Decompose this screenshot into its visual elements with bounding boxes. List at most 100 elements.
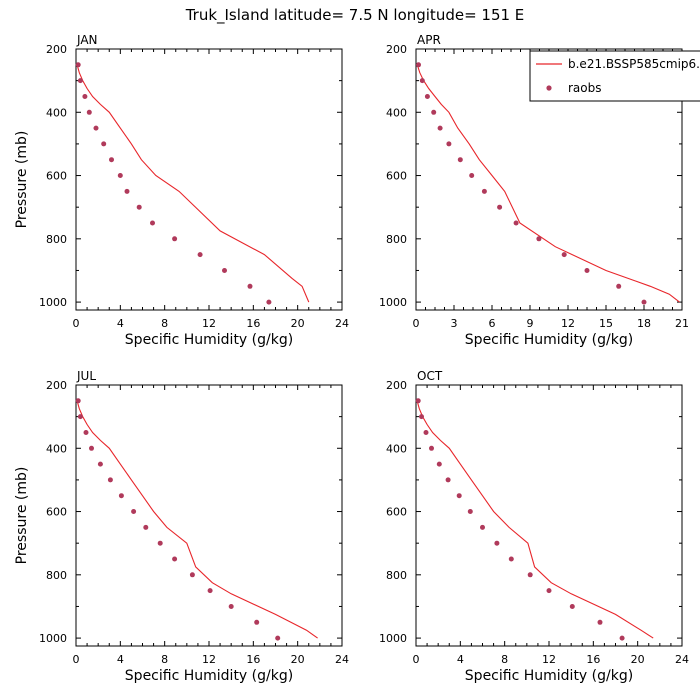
obs-point [456, 493, 462, 499]
obs-point [436, 461, 442, 467]
y-tick-label: 200 [386, 379, 407, 392]
obs-point [86, 109, 92, 115]
y-tick-label: 600 [46, 506, 67, 519]
x-tick-label: 4 [457, 653, 464, 666]
x-tick-label: 3 [451, 317, 458, 330]
panel-jan: JAN 0 4 8 12 16 20 24 200 400 600 800 1000 Specific H… [14, 33, 349, 348]
obs-point [222, 268, 227, 273]
y-axis-label: Pressure (mb) [14, 467, 30, 565]
obs-point [469, 173, 475, 178]
obs-point [546, 588, 552, 594]
y-axis-label: Pressure (mb) [14, 131, 30, 229]
obs-point [561, 252, 567, 258]
obs-point [641, 299, 647, 305]
y-tick-label: 200 [46, 379, 67, 392]
legend-obs-label: raobs [568, 81, 602, 95]
plot-frame-jul [75, 384, 343, 647]
y-tick-label: 400 [386, 442, 407, 455]
series-line-model [76, 400, 318, 639]
x-tick-label: 8 [161, 653, 168, 666]
series-line-model [416, 400, 654, 639]
x-tick-label: 20 [631, 653, 645, 666]
plot-frame-oct [415, 384, 683, 647]
obs-point [416, 62, 421, 68]
y-tick-label: 1000 [379, 632, 407, 645]
obs-point [481, 188, 487, 194]
obs-point [124, 188, 130, 194]
obs-point [189, 572, 195, 578]
y-tick-label: 800 [386, 233, 407, 246]
legend-box [529, 50, 700, 102]
obs-point [172, 236, 178, 242]
obs-point [77, 78, 83, 84]
obs-point [107, 477, 113, 483]
obs-point [536, 236, 542, 242]
y-tick-label: 400 [386, 106, 407, 119]
obs-point [467, 509, 473, 514]
x-tick-label: 8 [501, 653, 508, 666]
x-tick-label: 24 [335, 653, 349, 666]
y-tick-label: 1000 [39, 632, 67, 645]
x-tick-label: 0 [413, 317, 420, 330]
figure-title: Truk_Island latitude= 7.5 N longitude= 1… [185, 6, 525, 25]
legend: b.e21.BSSP585cmip6. raobs [529, 50, 700, 102]
panel-jul: JUL 0 4 8 12 16 20 24 200 400 600 800 1000 Specific H… [14, 369, 349, 684]
x-tick-label: 24 [335, 317, 349, 330]
plot-frame-jan [75, 48, 343, 311]
obs-point [415, 398, 421, 404]
x-tick-label: 6 [489, 317, 496, 330]
obs-point [446, 141, 452, 147]
y-tick-label: 1000 [39, 296, 67, 309]
x-tick-label: 24 [675, 653, 689, 666]
obs-point [429, 445, 434, 451]
x-tick-label: 4 [117, 317, 124, 330]
y-tick-label: 800 [46, 233, 67, 246]
obs-point [101, 141, 107, 147]
obs-point [616, 283, 622, 289]
obs-point [254, 619, 260, 625]
y-tick-label: 600 [46, 170, 67, 183]
x-axis-label: Specific Humidity (g/kg) [465, 668, 633, 684]
x-tick-label: 12 [542, 653, 556, 666]
obs-point [75, 62, 81, 68]
obs-point [93, 125, 99, 131]
obs-point [431, 109, 437, 115]
y-tick-label: 400 [46, 106, 67, 119]
obs-point [82, 94, 88, 99]
x-tick-label: 0 [413, 653, 420, 666]
panel-label-apr: APR [417, 33, 441, 47]
obs-point [83, 430, 89, 435]
y-tick-label: 800 [386, 569, 407, 582]
obs-point [197, 252, 203, 258]
obs-point [77, 414, 83, 420]
obs-point [97, 461, 103, 467]
x-tick-label: 20 [291, 653, 305, 666]
obs-point [527, 572, 533, 578]
obs-point [131, 509, 137, 514]
obs-point [457, 157, 463, 163]
obs-point [513, 220, 519, 226]
obs-point [207, 588, 213, 594]
y-tick-label: 600 [386, 170, 407, 183]
obs-point [266, 299, 272, 305]
x-tick-label: 15 [599, 317, 613, 330]
obs-point [109, 157, 114, 163]
x-tick-label: 12 [202, 317, 216, 330]
obs-point [597, 619, 603, 625]
obs-point [497, 204, 503, 210]
x-tick-label: 12 [202, 653, 216, 666]
x-axis-label: Specific Humidity (g/kg) [465, 332, 633, 348]
x-tick-label: 9 [527, 317, 534, 330]
x-axis-label: Specific Humidity (g/kg) [125, 668, 293, 684]
x-tick-label: 21 [675, 317, 689, 330]
obs-point [228, 604, 234, 609]
x-tick-label: 0 [73, 317, 80, 330]
obs-point [136, 204, 142, 210]
x-tick-label: 16 [246, 317, 260, 330]
panel-oct: OCT 0 4 8 12 16 20 24 200 400 600 800 1000 Specific H… [379, 369, 689, 684]
x-axis-label: Specific Humidity (g/kg) [125, 332, 293, 348]
obs-point [419, 414, 424, 420]
x-tick-label: 16 [246, 653, 260, 666]
